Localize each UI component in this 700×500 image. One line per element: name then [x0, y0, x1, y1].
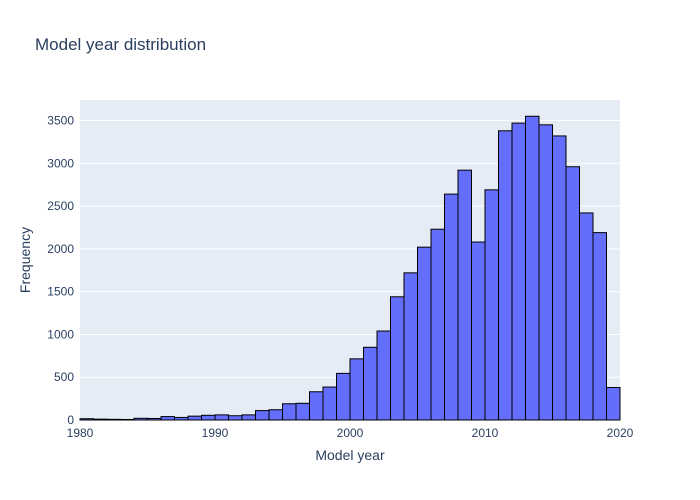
histogram-bar — [376, 330, 391, 421]
x-axis-title: Model year — [315, 447, 385, 463]
histogram-bar — [511, 122, 526, 421]
histogram-bar — [471, 241, 486, 421]
histogram-bar — [228, 415, 243, 421]
histogram-bar — [106, 418, 121, 421]
y-tick-label: 500 — [54, 370, 74, 384]
histogram-bar — [525, 115, 540, 421]
x-axis-ticks: 1980 1990 2000 2010 2020 — [67, 426, 634, 440]
x-tick-label: 2020 — [607, 426, 634, 440]
histogram-bar — [390, 296, 405, 421]
histogram-bar — [579, 212, 594, 421]
histogram-bar — [538, 124, 553, 421]
y-tick-label: 1500 — [47, 285, 74, 299]
histogram-bar — [417, 246, 432, 421]
y-tick-label: 0 — [67, 413, 74, 427]
bars — [79, 115, 621, 421]
x-tick-label: 2000 — [337, 426, 364, 440]
x-tick-label: 2010 — [472, 426, 499, 440]
histogram-bar — [349, 358, 364, 421]
histogram-bar — [241, 414, 256, 421]
histogram-bar — [565, 166, 580, 421]
histogram-bar — [363, 346, 378, 421]
histogram-bar — [282, 403, 297, 421]
histogram-bar — [255, 410, 270, 421]
y-tick-label: 1000 — [47, 327, 74, 341]
histogram-bar — [403, 272, 418, 421]
histogram-bar — [592, 232, 607, 421]
y-tick-label: 3500 — [47, 114, 74, 128]
histogram-bar — [214, 414, 229, 421]
y-axis-title: Frequency — [17, 227, 33, 293]
x-tick-label: 1980 — [67, 426, 94, 440]
histogram-bar — [606, 386, 621, 421]
histogram-bar — [430, 228, 445, 421]
histogram-bar — [498, 130, 513, 421]
histogram-bar — [79, 418, 94, 421]
histogram-bar — [133, 417, 148, 421]
histogram-bar — [147, 417, 162, 421]
y-tick-label: 2000 — [47, 242, 74, 256]
histogram-bar — [201, 414, 216, 421]
histogram-bar — [93, 418, 108, 421]
histogram-bar — [268, 409, 283, 421]
histogram-bar — [309, 391, 324, 421]
y-axis-ticks: 0 500 1000 1500 2000 2500 3000 3500 — [47, 114, 74, 427]
histogram-bar — [444, 193, 459, 421]
y-tick-label: 3000 — [47, 156, 74, 170]
histogram-bar — [322, 386, 337, 421]
chart-title: Model year distribution — [35, 35, 206, 54]
histogram-bar — [160, 416, 175, 421]
histogram-bar — [336, 372, 351, 421]
histogram-bar — [552, 135, 567, 421]
histogram-bar — [295, 402, 310, 421]
x-tick-label: 1990 — [202, 426, 229, 440]
histogram-bar — [174, 416, 189, 421]
histogram-bar — [457, 169, 472, 421]
histogram-bar — [120, 418, 135, 421]
histogram-bar — [484, 189, 499, 421]
histogram-bar — [187, 415, 202, 421]
y-tick-label: 2500 — [47, 199, 74, 213]
